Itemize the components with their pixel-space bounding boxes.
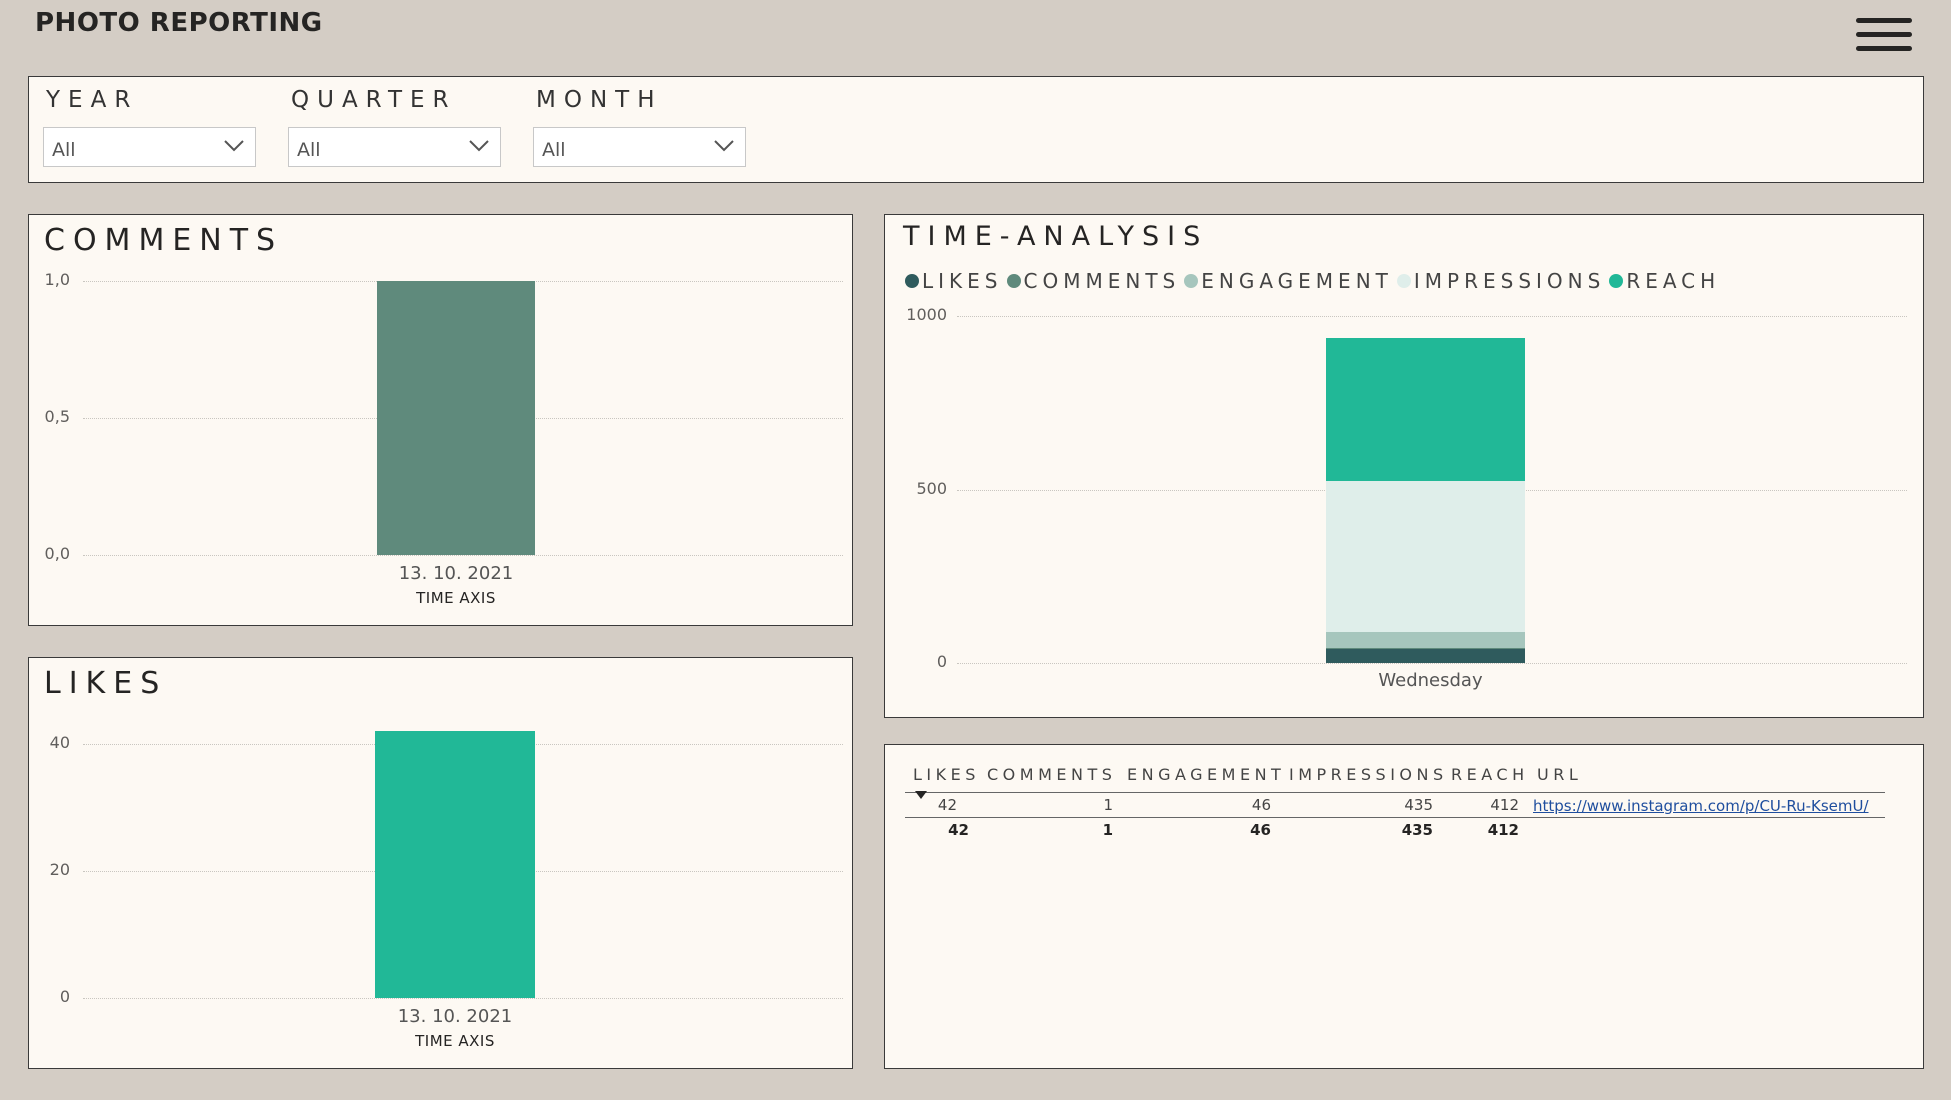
y-tick-label: 1,0 [44,270,70,289]
likes-chart-card: LIKES 0 20 40 13. 10. 2021 TIME AXIS [28,657,853,1069]
legend-dot-icon [905,274,919,288]
quarter-label: QUARTER [291,87,457,113]
filter-panel: YEAR All QUARTER All MONTH All [28,76,1924,183]
column-header-url[interactable]: URL [1537,765,1583,784]
x-tick-label: Wednesday [1378,670,1483,691]
table-row: 42 1 46 435 412 https://www.instagram.co… [905,793,1885,818]
gridline [83,555,843,556]
y-tick-label: 20 [49,859,70,879]
month-label: MONTH [536,87,663,113]
gridline [957,663,1907,664]
year-value: All [52,139,76,161]
column-header-likes[interactable]: LIKES [913,765,980,784]
bar [377,281,535,555]
likes-chart: 0 20 40 13. 10. 2021 TIME AXIS [29,658,854,1070]
quarter-dropdown[interactable]: All [288,127,501,167]
total-engagement: 46 [1250,821,1271,839]
metrics-table-card: LIKES COMMENTS ENGAGEMENT IMPRESSIONS RE… [884,744,1924,1069]
gridline [83,998,843,999]
gridline [957,316,1907,317]
chevron-down-icon [714,140,734,152]
y-tick-label: 40 [49,732,70,752]
page-title: PHOTO REPORTING [35,8,323,38]
month-value: All [542,139,566,161]
legend-dot-icon [1006,274,1021,288]
stacked-bar-segment [1326,648,1525,663]
cell-reach: 412 [1490,796,1519,814]
year-label: YEAR [46,87,139,113]
stacked-bar-segment [1326,481,1525,633]
stacked-bar-segment [1326,632,1525,649]
legend-label: COMMENTS [1023,269,1181,293]
y-tick-label: 0,5 [44,407,70,426]
legend-label: IMPRESSIONS [1413,269,1606,293]
legend-label: REACH [1626,269,1721,293]
column-header-impressions[interactable]: IMPRESSIONS [1289,765,1448,784]
year-dropdown[interactable]: All [43,127,256,167]
chart-legend: LIKES COMMENTS ENGAGEMENT IMPRESSIONS REACH [905,269,1724,293]
total-likes: 42 [948,821,969,839]
chevron-down-icon [469,140,489,152]
legend-label: LIKES [922,269,1003,293]
legend-item[interactable]: LIKES [905,269,1003,293]
time-analysis-chart: 0 500 1000 Wednesday [885,215,1925,719]
chevron-down-icon [224,140,244,152]
time-analysis-title: TIME-ANALYSIS [903,221,1209,252]
comments-chart-title: COMMENTS [44,223,284,258]
hamburger-icon[interactable] [1856,18,1912,58]
table-total-row: 42 1 46 435 412 [905,818,1885,842]
total-comments: 1 [1102,821,1113,839]
y-tick-label: 500 [916,478,947,498]
legend-dot-icon [1609,274,1624,288]
likes-chart-title: LIKES [44,666,168,701]
column-header-comments[interactable]: COMMENTS [987,765,1117,784]
total-reach: 412 [1487,821,1519,839]
column-header-reach[interactable]: REACH [1451,765,1529,784]
column-header-engagement[interactable]: ENGAGEMENT [1127,765,1286,784]
x-axis-title: TIME AXIS [416,589,496,607]
month-dropdown[interactable]: All [533,127,746,167]
stacked-bar-segment [1326,338,1525,482]
cell-impressions: 435 [1404,796,1433,814]
time-analysis-card: TIME-ANALYSIS LIKES COMMENTS ENGAGEMENT IMP… [884,214,1924,718]
sort-descending-icon[interactable] [915,791,927,799]
comments-chart: 0,0 0,5 1,0 13. 10. 2021 TIME AXIS [29,215,854,627]
legend-dot-icon [1184,274,1199,288]
x-axis-title: TIME AXIS [415,1032,495,1050]
y-tick-label: 0 [936,652,947,671]
y-tick-label: 0 [59,987,70,1006]
legend-item[interactable]: IMPRESSIONS [1396,269,1606,293]
legend-item[interactable]: REACH [1609,269,1720,293]
comments-chart-card: COMMENTS 0,0 0,5 1,0 13. 10. 2021 TIME AXIS [28,214,853,626]
x-tick-label: 13. 10. 2021 [397,1006,513,1027]
y-tick-label: 1000 [906,305,947,324]
legend-label: ENGAGEMENT [1201,269,1393,293]
metrics-table: LIKES COMMENTS ENGAGEMENT IMPRESSIONS RE… [905,765,1885,842]
legend-dot-icon [1396,274,1411,288]
x-tick-label: 13. 10. 2021 [398,563,514,584]
quarter-value: All [297,139,321,161]
cell-engagement: 46 [1251,796,1271,814]
post-url-link[interactable]: https://www.instagram.com/p/CU-Ru-KsemU/ [1533,796,1869,815]
total-impressions: 435 [1401,821,1433,839]
legend-item[interactable]: COMMENTS [1006,269,1181,293]
bar [375,730,535,998]
table-header-row: LIKES COMMENTS ENGAGEMENT IMPRESSIONS RE… [905,765,1885,799]
y-tick-label: 0,0 [44,544,70,563]
cell-likes: 42 [937,796,957,814]
legend-item[interactable]: ENGAGEMENT [1184,269,1393,293]
cell-comments: 1 [1103,796,1113,814]
